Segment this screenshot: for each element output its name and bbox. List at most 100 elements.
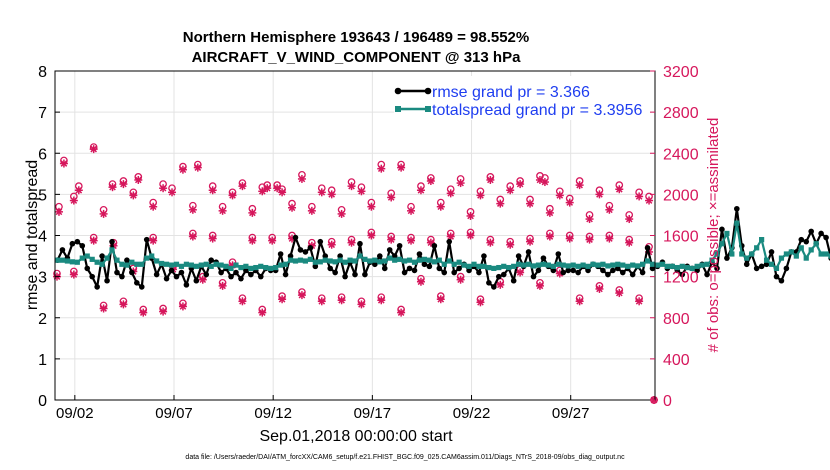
- totalspread-marker: [471, 261, 477, 267]
- rmse-marker: [114, 269, 120, 276]
- left-tick-label: 6: [38, 146, 47, 163]
- totalspread-marker: [248, 265, 254, 271]
- obs-assimilated-point: [178, 165, 187, 174]
- totalspread-marker: [119, 261, 125, 267]
- x-axis-ticks: 09/02 09/07 09/12 09/17 09/22 09/27: [56, 395, 589, 422]
- rmse-marker: [773, 273, 780, 280]
- asterisk-stroke: [407, 237, 415, 244]
- totalspread-marker: [263, 264, 269, 271]
- obs-assimilated-point: [377, 164, 386, 173]
- totalspread-marker: [238, 264, 244, 271]
- totalspread-marker: [719, 241, 725, 247]
- left-tick-label: 5: [38, 187, 47, 204]
- rmse-marker: [243, 267, 249, 274]
- asterisk-stroke: [546, 233, 554, 240]
- asterisk-stroke: [194, 164, 202, 171]
- rmse-marker: [719, 226, 725, 233]
- totalspread-marker: [406, 257, 413, 263]
- rmse-marker: [649, 265, 656, 272]
- obs-assimilated-point: [357, 300, 366, 309]
- obs-count-layer: [52, 143, 659, 404]
- asterisk-stroke: [526, 238, 534, 245]
- asterisk-stroke: [427, 239, 435, 247]
- totalspread-marker: [451, 261, 457, 267]
- asterisk-stroke: [427, 177, 435, 185]
- rmse-marker: [486, 279, 492, 286]
- totalspread-marker: [367, 258, 373, 264]
- totalspread-marker: [446, 258, 452, 264]
- rmse-marker: [500, 271, 507, 278]
- asterisk-stroke: [625, 215, 633, 223]
- rmse-marker: [302, 249, 309, 255]
- asterisk-stroke: [288, 204, 296, 212]
- totalspread-marker: [749, 251, 755, 257]
- asterisk-stroke: [239, 297, 246, 305]
- totalspread-marker: [342, 259, 348, 265]
- asterisk-stroke: [417, 186, 425, 194]
- asterisk-stroke: [397, 164, 405, 171]
- asterisk-stroke: [606, 206, 613, 214]
- totalspread-marker: [565, 263, 571, 269]
- obs-assimilated-point: [134, 175, 143, 184]
- rmse-marker: [585, 267, 591, 274]
- asterisk-stroke: [199, 276, 207, 284]
- totalspread-marker: [649, 261, 656, 267]
- totalspread-marker: [714, 251, 720, 257]
- rmse-marker: [287, 253, 294, 259]
- obs-assimilated-point: [496, 199, 505, 208]
- asterisk-stroke: [437, 295, 445, 303]
- totalspread-marker: [560, 262, 566, 268]
- obs-assimilated-point: [565, 234, 574, 243]
- asterisk-stroke: [258, 309, 266, 316]
- rmse-marker: [173, 273, 180, 280]
- totalspread-marker: [545, 262, 551, 268]
- totalspread-marker: [193, 263, 199, 269]
- obs-assimilated-point: [238, 297, 247, 306]
- totalspread-marker: [297, 257, 304, 263]
- asterisk-stroke: [328, 241, 336, 249]
- rmse-marker: [555, 251, 562, 257]
- asterisk-stroke: [368, 203, 375, 211]
- rmse-marker: [401, 269, 408, 276]
- asterisk-stroke: [149, 203, 157, 211]
- totalspread-marker: [188, 262, 194, 268]
- obs-assimilated-point: [129, 191, 138, 200]
- totalspread-marker: [89, 256, 95, 262]
- totalspread-marker: [699, 262, 705, 268]
- rmse-marker: [312, 263, 319, 270]
- totalspread-marker: [610, 262, 616, 268]
- obs-assimilated-point: [228, 191, 237, 200]
- totalspread-marker: [605, 263, 611, 269]
- asterisk-stroke: [159, 184, 167, 192]
- obs-assimilated-point: [565, 198, 574, 207]
- obs-assimilated-point: [208, 234, 217, 243]
- rmse-marker: [391, 253, 398, 259]
- obs-assimilated-point: [496, 280, 505, 289]
- asterisk-stroke: [100, 210, 107, 218]
- totalspread-marker: [754, 245, 760, 251]
- rmse-marker: [783, 265, 790, 272]
- rmse-marker: [322, 253, 329, 259]
- obs-assimilated-point: [263, 184, 272, 193]
- asterisk-stroke: [596, 191, 603, 198]
- rmse-marker: [619, 269, 626, 276]
- rmse-marker: [129, 269, 135, 276]
- obs-assimilated-point: [178, 302, 187, 311]
- totalspread-marker: [84, 253, 90, 259]
- obs-assimilated-point: [407, 236, 416, 245]
- totalspread-marker: [79, 255, 85, 261]
- rmse-marker: [203, 271, 210, 278]
- obs-assimilated-point: [506, 240, 515, 249]
- totalspread-marker: [436, 257, 442, 263]
- legend-rmse-marker-a: [394, 87, 402, 95]
- totalspread-marker: [312, 259, 318, 265]
- asterisk-stroke: [358, 187, 365, 195]
- asterisk-stroke: [298, 291, 306, 299]
- totalspread-marker: [411, 259, 418, 265]
- footnote: data file: /Users/raeder/DAI/ATM_forcXX/…: [185, 454, 625, 461]
- asterisk-stroke: [496, 200, 504, 207]
- obs-assimilated-point: [367, 202, 376, 211]
- asterisk-stroke: [139, 309, 147, 316]
- totalspread-marker: [535, 262, 542, 268]
